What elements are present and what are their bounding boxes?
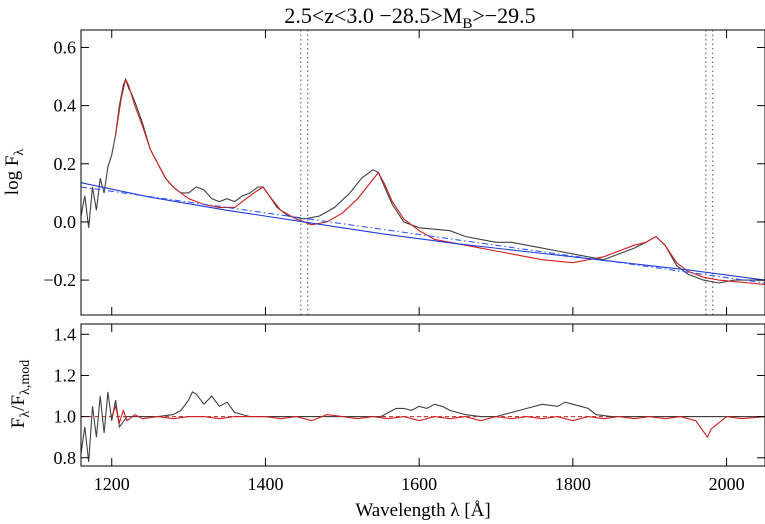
bottom-ytick-label-0: 0.8 <box>54 448 77 468</box>
bottom-ytick-label-3: 1.4 <box>54 324 77 344</box>
top-ytick-label-0: −0.2 <box>43 270 76 290</box>
bottom-plot-frame <box>80 323 765 467</box>
bottom-xtick-label-4: 2000 <box>709 474 745 494</box>
y-axis-label-top: log Fλ <box>2 149 27 196</box>
top-series-1-line <box>115 77 765 286</box>
chart-title: 2.5<z<3.0 −28.5>MB>−29.5 <box>284 3 535 32</box>
bottom-series-0-line <box>80 391 765 462</box>
top-ytick-label-3: 0.4 <box>54 96 77 116</box>
bottom-xtick-label-0: 1200 <box>94 474 130 494</box>
top-ytick-label-4: 0.6 <box>54 37 77 57</box>
top-series-2-line <box>80 182 765 281</box>
bottom-series-1-line <box>111 404 765 439</box>
top-plot-frame <box>80 29 765 316</box>
bottom-ytick-label-1: 1.0 <box>54 407 77 427</box>
top-series-0-line <box>80 77 765 284</box>
bottom-ytick-label-2: 1.2 <box>54 365 77 385</box>
bottom-xtick-label-3: 1800 <box>555 474 591 494</box>
x-axis-label: Wavelength λ [Å] <box>355 500 490 521</box>
top-panel: 2.5<z<3.0 −28.5>MB>−29.5 log Fλ −0.2 0.0 0… <box>2 3 765 316</box>
top-ytick-label-2: 0.2 <box>54 154 77 174</box>
bottom-panel: Fλ/Fλ,mod 0.8 1.0 1.2 1.4 1200 1400 1600 1800 20… <box>8 323 765 521</box>
y-axis-label-bottom: Fλ/Fλ,mod <box>8 360 33 428</box>
top-ytick-label-1: 0.0 <box>54 212 77 232</box>
top-series-3-line <box>80 186 765 284</box>
bottom-xtick-label-1: 1400 <box>247 474 283 494</box>
bottom-xtick-label-2: 1600 <box>401 474 437 494</box>
